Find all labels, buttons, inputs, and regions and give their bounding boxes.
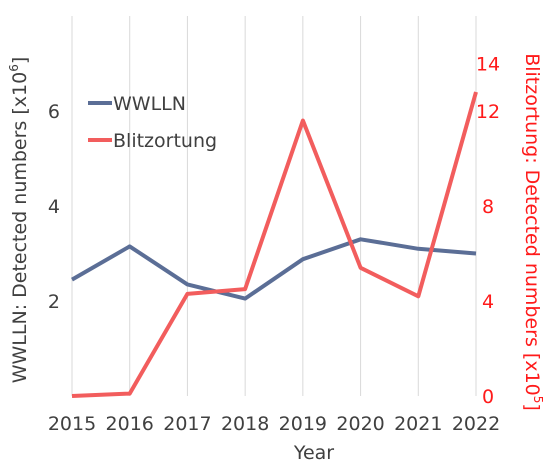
x-tick-2019: 2019 xyxy=(279,413,327,435)
x-tick-2021: 2021 xyxy=(394,413,442,435)
right-y-axis-label: Blitzortung: Detected numbers [x105] xyxy=(521,53,545,411)
left-y-axis-label: WWLLN: Detected numbers [x106] xyxy=(7,57,31,384)
x-ticks: 2015 2016 2017 2018 2019 2020 2021 2022 xyxy=(48,413,500,435)
right-y-tick-4: 4 xyxy=(482,291,494,313)
series-line-blitzortung xyxy=(71,91,478,398)
left-y-tick-2: 2 xyxy=(48,291,60,313)
x-tick-2016: 2016 xyxy=(106,413,154,435)
legend: WWLLN Blitzortung xyxy=(88,93,217,152)
left-y-tick-4: 4 xyxy=(48,196,60,218)
x-axis-label: Year xyxy=(293,442,334,464)
right-y-tick-8: 8 xyxy=(482,196,494,218)
x-tick-2017: 2017 xyxy=(163,413,211,435)
right-y-tick-14: 14 xyxy=(476,54,500,76)
right-y-tick-12: 12 xyxy=(476,101,500,123)
x-tick-2018: 2018 xyxy=(221,413,269,435)
right-y-tick-0: 0 xyxy=(482,386,494,408)
left-y-tick-6: 6 xyxy=(48,101,60,123)
series-lines xyxy=(71,91,478,398)
left-y-ticks: 2 4 6 xyxy=(48,101,60,313)
legend-label-wwlln: WWLLN xyxy=(113,93,186,115)
x-tick-2022: 2022 xyxy=(452,413,500,435)
x-tick-2015: 2015 xyxy=(48,413,96,435)
x-tick-2020: 2020 xyxy=(336,413,384,435)
grid-lines xyxy=(71,16,477,396)
right-y-ticks: 0 4 8 12 14 xyxy=(476,54,500,409)
legend-label-blitzortung: Blitzortung xyxy=(113,130,217,152)
series-line-wwlln xyxy=(71,237,477,301)
